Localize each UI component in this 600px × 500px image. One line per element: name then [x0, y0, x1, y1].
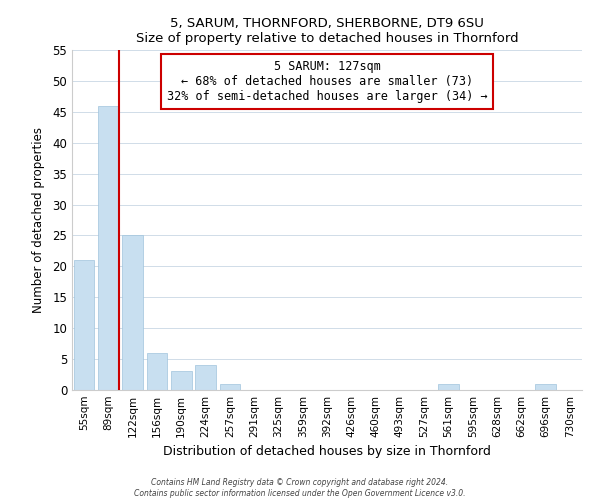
Bar	[535, 384, 556, 390]
Bar	[171, 372, 191, 390]
Bar	[220, 384, 240, 390]
X-axis label: Distribution of detached houses by size in Thornford: Distribution of detached houses by size …	[163, 446, 491, 458]
Title: 5, SARUM, THORNFORD, SHERBORNE, DT9 6SU
Size of property relative to detached ho: 5, SARUM, THORNFORD, SHERBORNE, DT9 6SU …	[136, 16, 518, 44]
Bar	[98, 106, 119, 390]
Text: 5 SARUM: 127sqm
← 68% of detached houses are smaller (73)
32% of semi-detached h: 5 SARUM: 127sqm ← 68% of detached houses…	[167, 60, 487, 103]
Bar	[122, 236, 143, 390]
Y-axis label: Number of detached properties: Number of detached properties	[32, 127, 46, 313]
Bar	[195, 366, 216, 390]
Bar	[146, 353, 167, 390]
Bar	[438, 384, 459, 390]
Text: Contains HM Land Registry data © Crown copyright and database right 2024.
Contai: Contains HM Land Registry data © Crown c…	[134, 478, 466, 498]
Bar	[74, 260, 94, 390]
